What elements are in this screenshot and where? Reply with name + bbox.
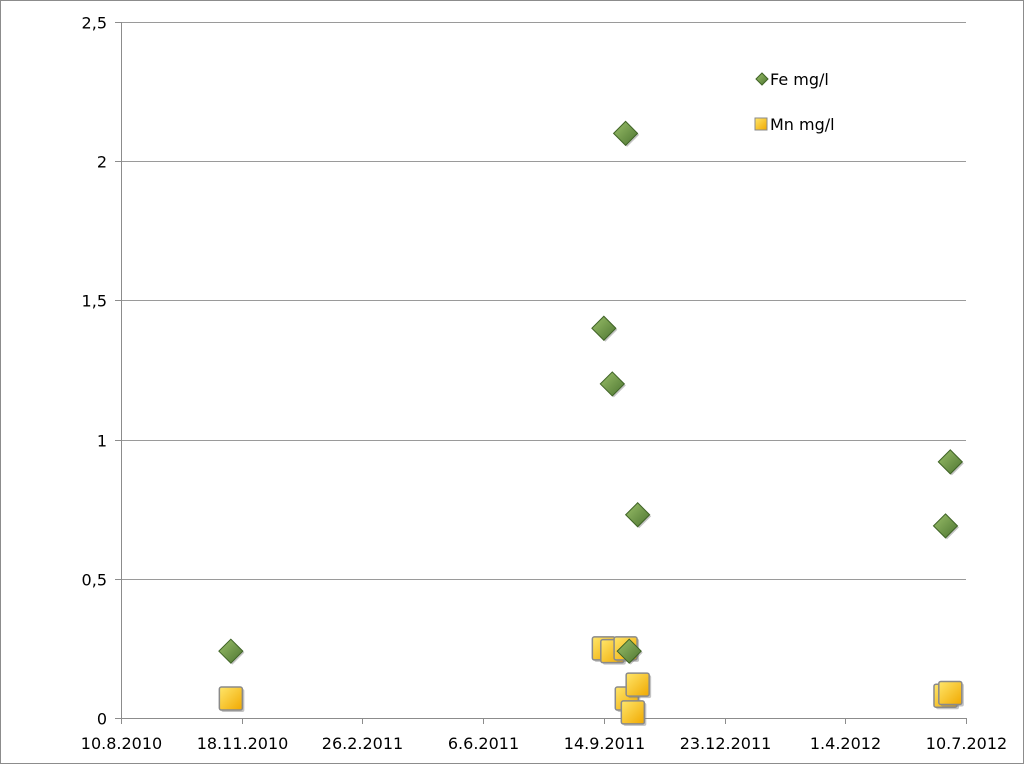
- fe-point-3: [612, 120, 639, 147]
- x-tick-label: 26.2.2011: [322, 734, 403, 753]
- y-tick-label: 0,5: [82, 571, 107, 590]
- fe-point-6: [932, 513, 959, 539]
- x-tick-label: 1.4.2012: [810, 734, 881, 753]
- gridlines: [121, 22, 966, 580]
- x-tick-label: 23.12.2011: [680, 734, 772, 753]
- x-tick-label: 10.8.2010: [81, 734, 162, 753]
- fe-point-1: [591, 315, 617, 341]
- x-tick-label: 6.6.2011: [448, 734, 519, 753]
- fe-point-4: [616, 638, 642, 664]
- legend-mn-label: Mn mg/l: [770, 115, 835, 134]
- legend: Fe mg/l Mn mg/l: [754, 70, 835, 134]
- y-tick-label: 2: [97, 153, 107, 172]
- legend-item-fe: Fe mg/l: [755, 70, 829, 89]
- y-tick-label: 0: [97, 710, 107, 729]
- x-tick-label: 18.11.2010: [197, 734, 289, 753]
- mn-point-6: [625, 672, 650, 697]
- y-tick-label: 1,5: [82, 292, 107, 311]
- legend-fe-label: Fe mg/l: [770, 70, 829, 89]
- y-tick-label: 2,5: [82, 14, 107, 33]
- legend-mn-marker: [754, 117, 768, 131]
- legend-item-mn: Mn mg/l: [754, 115, 835, 134]
- x-tick-label: 14.9.2011: [564, 734, 645, 753]
- fe-point-7: [937, 449, 964, 475]
- fe-point-5: [624, 502, 651, 528]
- legend-fe-marker: [755, 72, 769, 86]
- y-tick-label: 1: [97, 432, 107, 451]
- mn-point-5: [620, 700, 646, 725]
- mn-point-0: [218, 686, 244, 711]
- series-fe: [218, 120, 964, 665]
- x-tick-labels: 10.8.2010 18.11.2010 26.2.2011 6.6.2011 14.9…: [81, 734, 1007, 753]
- y-tick-labels: 0 0,5 1 1,5 2 2,5: [82, 14, 107, 729]
- x-tick-label: 10.7.2012: [926, 734, 1007, 753]
- fe-point-2: [599, 371, 626, 397]
- mn-point-8: [938, 680, 963, 706]
- axes: [115, 22, 967, 724]
- series-mn: [218, 636, 964, 726]
- fe-point-0: [218, 638, 244, 664]
